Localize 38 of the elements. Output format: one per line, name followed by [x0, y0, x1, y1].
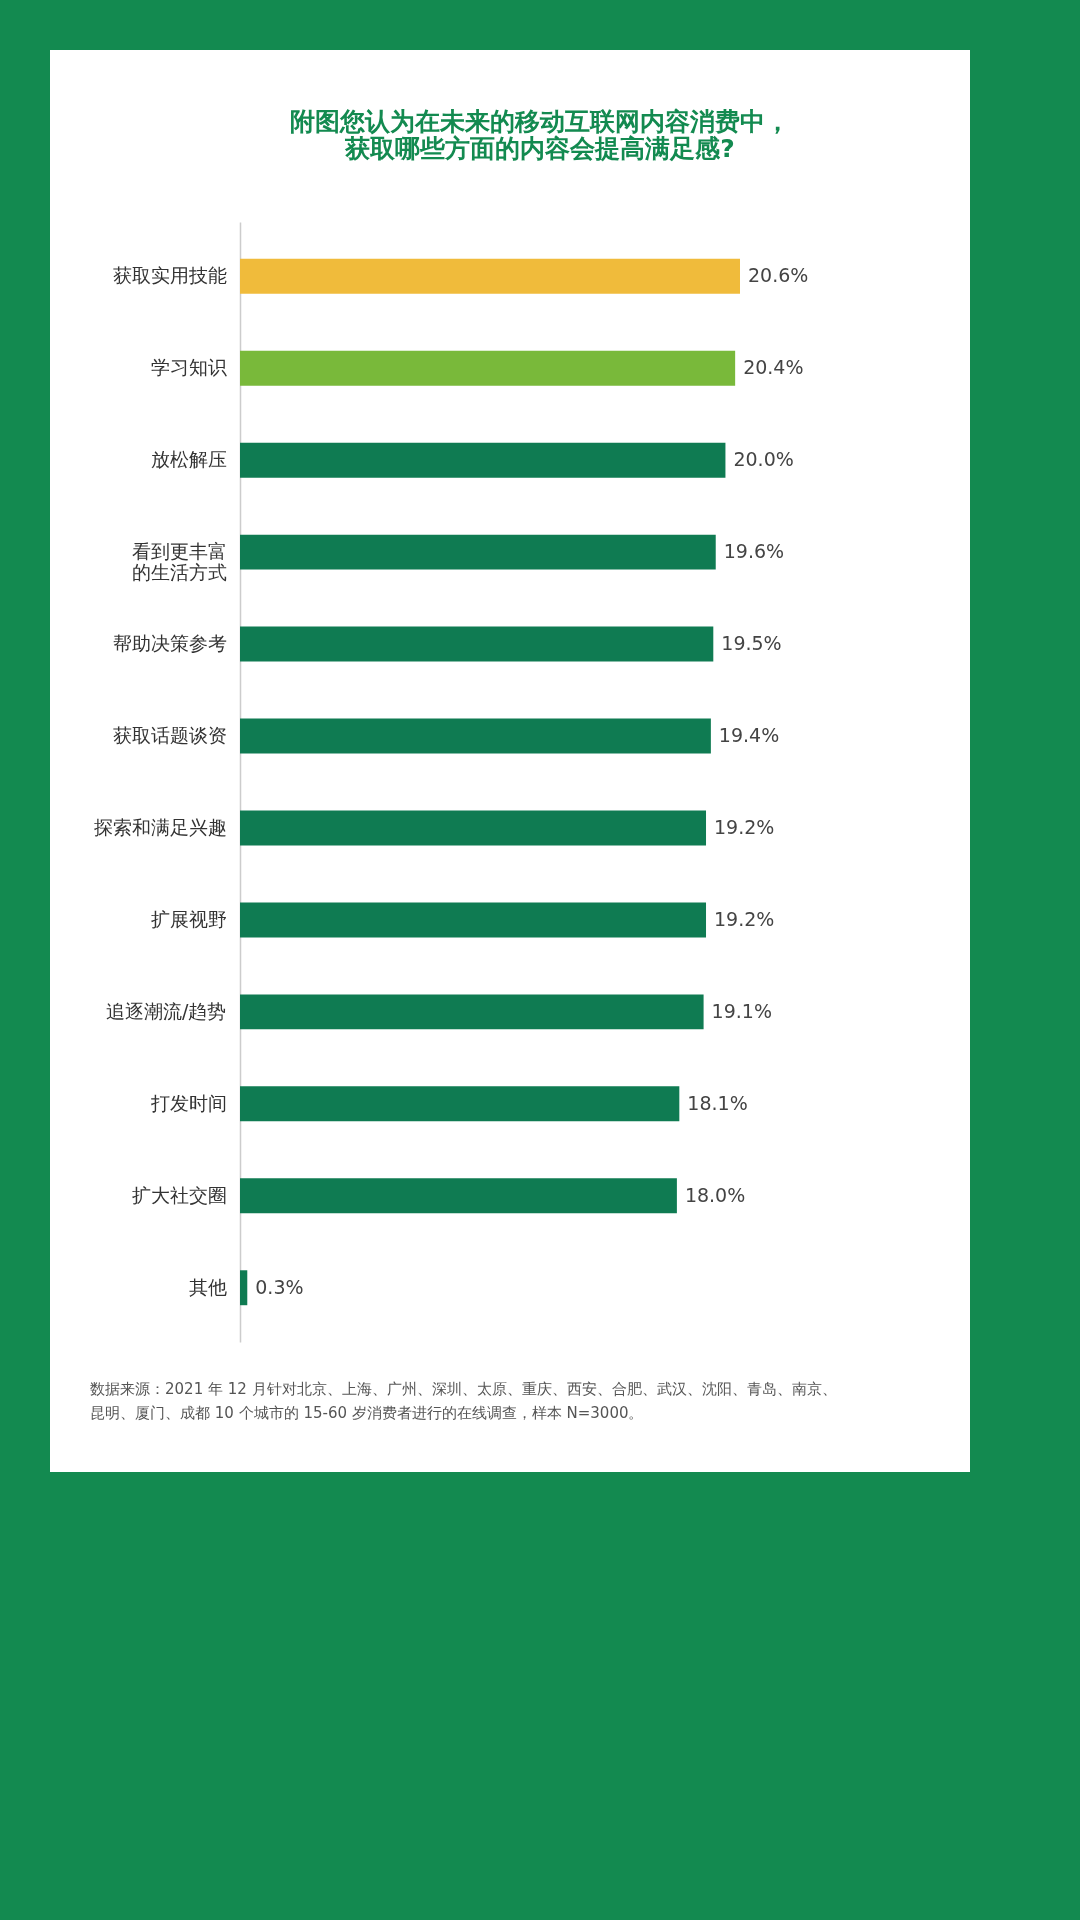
bar: [240, 718, 711, 754]
y-tick-label: 探索和满足兴趣: [93, 815, 227, 838]
data-label: 0.3%: [255, 1275, 304, 1298]
bar: [240, 1086, 680, 1122]
y-tick-label: 获取实用技能: [112, 264, 227, 287]
bar: [240, 258, 740, 294]
bar: [240, 442, 726, 478]
source-note: 数据来源：2021 年 12 月针对北京、上海、广州、深圳、太原、重庆、西安、合肥、武汉、沈阳、青岛、南京、昆明、厦门、成都 10 个城市的 15-60 岁消费者进行的在线调查，样本 N=3000。: [90, 1380, 837, 1422]
data-label: 19.2%: [714, 907, 775, 930]
bar: [240, 994, 704, 1030]
y-tick-label: 其他: [188, 1275, 227, 1298]
data-label: 19.5%: [721, 632, 782, 655]
data-label: 18.0%: [684, 1183, 746, 1206]
y-tick-label: 看到更丰富的生活方式: [131, 540, 227, 584]
y-tick-label: 帮助决策参考: [112, 632, 227, 655]
y-tick-label: 放松解压: [150, 448, 227, 471]
data-label: 19.6%: [723, 540, 785, 563]
y-tick-label: 获取话题谈资: [112, 724, 227, 747]
data-label: 18.1%: [687, 1091, 748, 1114]
bar: [240, 810, 707, 846]
chart-title: 附图您认为在未来的移动互联网内容消费中，获取哪些方面的内容会提高满足感?: [290, 107, 790, 163]
data-label: 20.4%: [743, 356, 804, 379]
bar: [240, 350, 736, 386]
data-label: 20.6%: [748, 264, 809, 287]
y-tick-label: 追逐潮流/趋势: [106, 999, 227, 1022]
data-label: 20.0%: [733, 448, 794, 471]
y-tick-label: 打发时间: [149, 1091, 227, 1114]
bar: [240, 1178, 677, 1214]
data-label: 19.2%: [714, 815, 775, 838]
bar: [240, 1270, 248, 1306]
bar: [240, 626, 714, 662]
data-label: 19.4%: [718, 724, 780, 747]
bar: [240, 534, 716, 570]
y-tick-label: 扩大社交圈: [131, 1183, 227, 1206]
bar: [240, 902, 707, 938]
y-tick-label: 扩展视野: [150, 907, 227, 930]
y-tick-label: 学习知识: [150, 356, 227, 379]
data-label: 19.1%: [711, 999, 772, 1022]
